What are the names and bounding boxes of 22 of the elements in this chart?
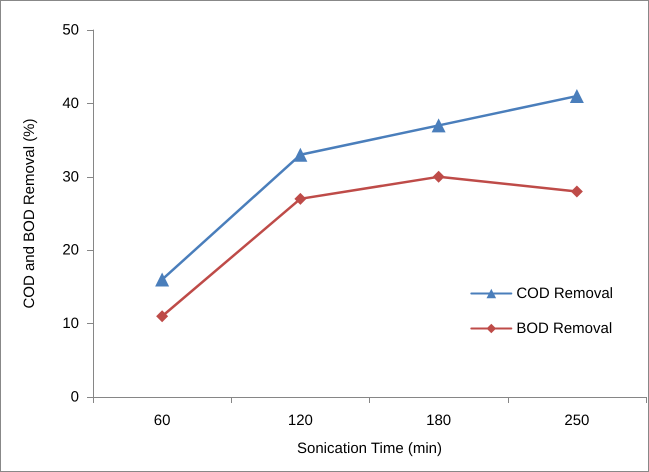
x-tick-label: 180 — [426, 412, 452, 429]
point — [155, 272, 170, 287]
x-tick-label: 120 — [288, 412, 313, 429]
y-tick-label: 30 — [62, 168, 79, 186]
y-tick-label: 40 — [62, 94, 79, 112]
y-tick-label: 50 — [62, 22, 79, 38]
legend-label: BOD Removal — [516, 320, 612, 337]
point — [156, 310, 168, 322]
y-tick-label: 0 — [70, 388, 79, 406]
x-tick-label: 250 — [564, 412, 590, 429]
legend-label: COD Removal — [516, 285, 613, 302]
y-tick-label: 10 — [62, 315, 79, 332]
y-tick-label: 20 — [62, 242, 79, 259]
point — [570, 89, 584, 104]
point — [294, 192, 306, 205]
point — [293, 148, 308, 162]
point — [432, 170, 445, 183]
point — [570, 185, 583, 198]
y-axis-title: COD and BOD Removal (%) — [21, 118, 38, 309]
point — [432, 118, 446, 132]
x-tick-label: 60 — [154, 412, 170, 429]
x-axis-title: Sonication Time (min) — [296, 440, 442, 457]
